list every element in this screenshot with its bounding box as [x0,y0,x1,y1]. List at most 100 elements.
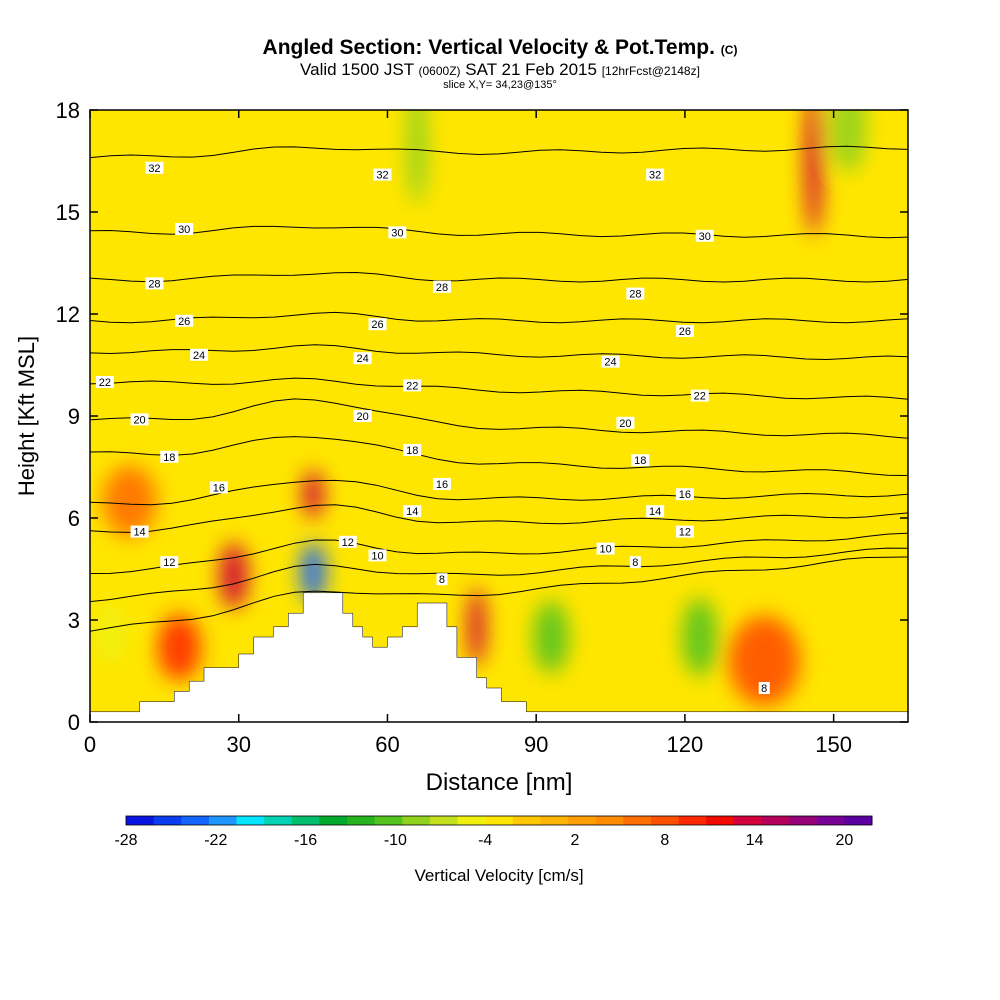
contour-label-text: 22 [99,377,111,389]
y-tick-label: 12 [56,302,80,327]
contour-label-box [616,416,635,429]
theta-contour [90,344,908,361]
velocity-feature [91,603,128,664]
contour-label-box [175,314,194,327]
contour-label-text: 18 [163,452,175,464]
contour-label-box [353,352,372,365]
contour-label: 16 [432,478,451,491]
velocity-feature [302,470,324,519]
contour-label-box [160,556,179,569]
theta-contour [90,504,908,533]
colorbar-swatch [623,816,652,825]
contour-label: 30 [388,226,407,239]
velocity-feature [406,110,428,204]
contour-label: 20 [130,413,149,426]
y-tick-label: 15 [56,200,80,225]
contour-label: 28 [145,277,164,290]
contour-label-text: 30 [391,227,403,239]
contour-label-box [629,556,641,569]
contour-label-box [145,161,164,174]
contour-label-box [145,277,164,290]
colorbar: -28 -22 -16 -10 -4 2 8 14 20 Vertical Velocity [c… [114,815,873,885]
contour-label: 22 [95,376,114,389]
colorbar-tick-label: -16 [294,832,317,849]
contour-label-text: 8 [632,557,638,569]
colorbar-swatch [844,816,873,825]
contour-label-box [368,549,387,562]
contour-label-box [130,413,149,426]
theta-contours [90,145,908,632]
contour-label-box [190,348,209,361]
contour-label-box [758,682,770,694]
contour-label: 16 [675,488,694,501]
contour-label: 30 [695,229,714,243]
terrain-mask [89,592,909,723]
colorbar-swatch [678,816,707,825]
colorbar-tick-label: -28 [114,832,137,849]
contour-label-text: 28 [148,278,160,290]
colorbar-swatch [816,816,845,825]
contour-label-text: 12 [163,557,175,569]
contour-label-text: 16 [213,482,225,494]
x-tick-label: 0 [84,732,96,757]
contour-label-box [403,505,422,518]
contour-label-box [631,454,650,467]
contour-label-text: 10 [371,550,383,562]
x-tick-label: 90 [524,732,548,757]
contour-label-box [209,481,228,494]
contour-label: 24 [353,352,372,365]
contour-label-text: 18 [406,445,418,457]
contour-label-text: 20 [133,414,145,426]
contour-label-text: 22 [406,380,418,392]
contour-label-text: 16 [436,479,448,491]
colorbar-swatch [181,816,210,825]
contour-label: 26 [368,318,387,331]
contour-label-text: 8 [439,574,445,586]
theta-contour [90,145,908,159]
contour-label-text: 12 [679,527,691,539]
contour-label-text: 16 [679,489,691,501]
contour-label-box [646,505,665,518]
contour-label-text: 12 [342,537,354,549]
contour-label: 14 [646,505,665,518]
theta-contour [90,398,908,439]
colorbar-tick-label: -4 [478,832,492,849]
contour-label: 24 [190,348,209,362]
chart-title: Angled Section: Vertical Velocity & Pot.… [262,36,738,59]
chart-subtitle: Valid 1500 JST (0600Z) SAT 21 Feb 2015 [… [300,60,700,79]
colorbar-swatch [291,816,320,825]
contour-label-box [690,389,709,402]
velocity-feature [102,465,157,537]
colorbar-swatch [595,816,624,825]
y-tick-label: 3 [68,608,80,633]
colorbar-swatch [153,816,182,825]
contour-label-text: 24 [357,353,369,365]
colorbar-swatch [789,816,818,825]
contour-labels: 32 32 32 30 30 30 28 28 28 26 26 26 24 24 24 22 22 22 20 20… [95,161,770,695]
contour-label: 22 [690,389,709,403]
contour-label-text: 32 [376,170,388,182]
contour-label-text: 18 [634,455,646,467]
colorbar-swatch [540,816,569,825]
contour-label-box [130,525,149,538]
contour-label-text: 8 [761,683,767,695]
x-tick-label: 30 [226,732,250,757]
contour-label-text: 28 [436,282,448,294]
velocity-feature [681,598,718,676]
colorbar-swatch [706,816,735,825]
contour-label-box [675,488,694,501]
colorbar-tick-label: 14 [746,832,764,849]
y-tick-label: 6 [68,506,80,531]
theta-contour [90,377,908,400]
contour-label: 14 [403,505,422,518]
contour-label-box [403,444,422,456]
contour-label-text: 14 [649,506,661,518]
contour-label: 10 [596,542,615,556]
contour-label-text: 30 [699,231,711,243]
contour-label: 22 [403,379,422,392]
contour-label: 20 [353,410,372,423]
contour-label-text: 14 [133,527,145,539]
contour-label: 26 [175,314,194,328]
velocity-feature [533,601,570,673]
x-tick-label: 60 [375,732,399,757]
